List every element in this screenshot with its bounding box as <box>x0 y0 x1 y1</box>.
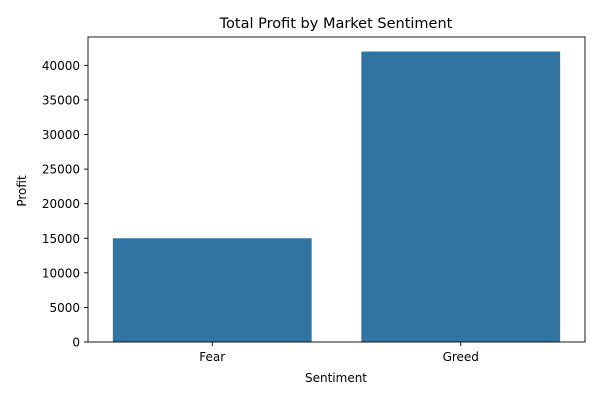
plot-frame <box>87 36 586 343</box>
y-axis-label: Profit <box>15 175 29 207</box>
bar-greed <box>361 51 561 343</box>
x-axis: Fear Greed <box>199 342 479 364</box>
chart-title: Total Profit by Market Sentiment <box>219 16 453 32</box>
y-axis: 0 5000 10000 15000 20000 25000 30000 35000 40000 <box>42 59 88 350</box>
bar-fear <box>112 238 312 342</box>
y-tick-label: 5000 <box>49 301 80 315</box>
x-axis-label: Sentiment <box>305 371 367 385</box>
y-tick-label: 15000 <box>42 232 80 246</box>
y-tick-label: 10000 <box>42 266 80 280</box>
y-tick-label: 25000 <box>42 163 80 177</box>
y-tick-label: 30000 <box>42 128 80 142</box>
x-tick-label: Greed <box>443 350 479 364</box>
x-tick-label: Fear <box>199 350 225 364</box>
bars-group <box>112 51 561 343</box>
y-tick-label: 20000 <box>42 197 80 211</box>
y-tick-label: 35000 <box>42 93 80 107</box>
y-tick-label: 40000 <box>42 59 80 73</box>
y-tick-label: 0 <box>72 336 80 350</box>
